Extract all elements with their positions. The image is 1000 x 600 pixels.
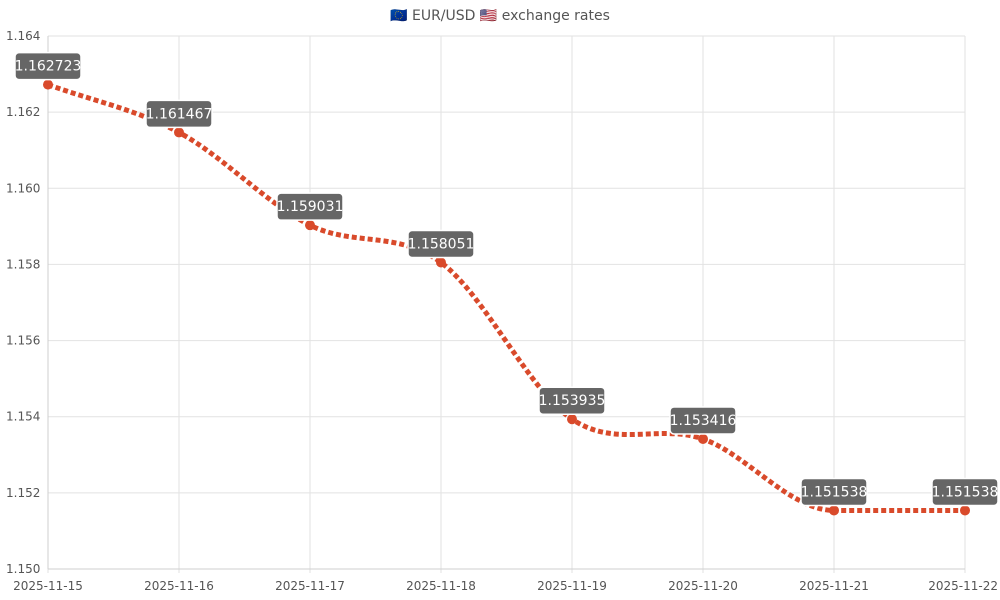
y-tick-label: 1.150 — [6, 562, 40, 576]
data-label: 1.159031 — [276, 192, 344, 221]
data-label-text: 1.151538 — [801, 484, 868, 500]
data-label: 1.161467 — [145, 99, 213, 129]
data-label: 1.151538 — [931, 477, 999, 507]
data-label-text: 1.151538 — [932, 484, 999, 500]
x-tick-label: 2025-11-20 — [668, 579, 738, 593]
data-label: 1.153416 — [669, 406, 737, 435]
y-tick-label: 1.162 — [6, 105, 40, 119]
x-tick-label: 2025-11-22 — [928, 579, 998, 593]
data-point — [960, 505, 970, 516]
series-line — [47, 82, 965, 513]
data-label: 1.162723 — [14, 51, 82, 81]
x-tick-label: 2025-11-15 — [13, 579, 83, 593]
x-tick-label: 2025-11-18 — [406, 579, 476, 593]
x-tick-label: 2025-11-16 — [144, 579, 214, 593]
y-tick-label: 1.164 — [6, 29, 40, 43]
data-label-text: 1.161467 — [146, 106, 213, 122]
data-label-box — [931, 477, 999, 507]
data-label-box — [276, 192, 344, 221]
data-label-text: 1.153935 — [539, 393, 606, 409]
data-label-box — [669, 406, 737, 435]
data-label-text: 1.153416 — [670, 413, 737, 429]
chart-title: 🇪🇺 EUR/USD 🇺🇸 exchange rates — [390, 8, 610, 24]
data-point — [305, 220, 315, 231]
y-tick-label: 1.158 — [6, 257, 40, 271]
x-tick-label: 2025-11-21 — [799, 579, 869, 593]
data-label: 1.158051 — [407, 229, 475, 259]
data-point — [174, 127, 184, 138]
data-label-box — [407, 229, 475, 259]
data-point — [829, 505, 839, 516]
data-label-box — [800, 477, 868, 507]
data-label-box — [14, 51, 82, 81]
data-label-box — [145, 99, 213, 129]
data-point — [43, 79, 53, 90]
y-tick-label: 1.154 — [6, 410, 40, 424]
data-point — [436, 257, 446, 268]
data-label: 1.151538 — [800, 477, 868, 507]
data-point — [567, 414, 577, 425]
data-point — [698, 433, 708, 444]
y-tick-label: 1.160 — [6, 181, 40, 195]
data-label-text: 1.162723 — [15, 59, 82, 75]
data-label: 1.153935 — [538, 386, 606, 415]
data-label-box — [538, 386, 606, 415]
y-tick-label: 1.156 — [6, 334, 40, 348]
data-label-text: 1.158051 — [408, 236, 475, 252]
y-tick-label: 1.152 — [6, 486, 40, 500]
x-tick-label: 2025-11-17 — [275, 579, 345, 593]
data-label-text: 1.159031 — [277, 199, 344, 215]
x-tick-label: 2025-11-19 — [537, 579, 607, 593]
